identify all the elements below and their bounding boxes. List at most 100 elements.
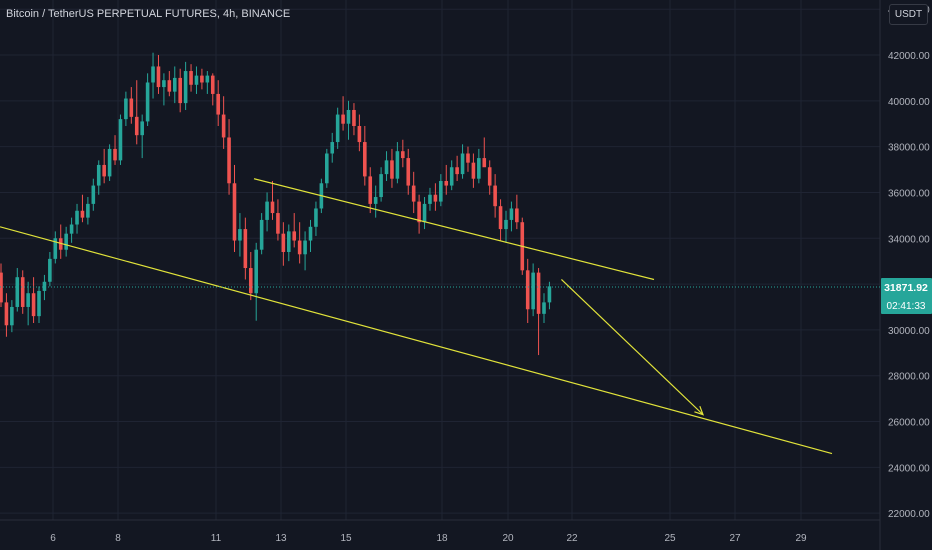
candle-body	[232, 183, 237, 241]
last-price-value: 31871.92	[884, 282, 928, 294]
y-tick-label: 22000.00	[888, 509, 930, 520]
candle-body	[200, 75, 204, 83]
y-tick-label: 42000.00	[888, 51, 930, 62]
symbol-title: Bitcoin / TetherUS PERPETUAL FUTURES, 4h…	[6, 8, 291, 20]
x-tick-label: 20	[502, 533, 514, 544]
candle-body	[330, 142, 335, 154]
candle-body	[58, 238, 63, 250]
candle-body	[547, 286, 552, 303]
x-tick-label: 15	[340, 533, 352, 544]
trendlines	[0, 178, 833, 455]
y-tick-label: 26000.00	[888, 418, 930, 429]
candle-body	[156, 66, 161, 88]
candle-body	[64, 233, 68, 250]
candle-body	[368, 176, 373, 204]
x-tick-label: 27	[729, 533, 741, 544]
candle-body	[482, 158, 487, 168]
candle-body	[4, 302, 9, 326]
candle-body	[314, 208, 318, 227]
candle-body	[281, 233, 286, 252]
candle-body	[248, 268, 253, 294]
candle-body	[178, 77, 182, 104]
x-tick-label: 11	[211, 533, 222, 544]
candle-body	[292, 231, 297, 241]
y-tick-label: 24000.00	[888, 463, 930, 474]
candle-body	[455, 167, 459, 175]
candle-body	[509, 208, 514, 220]
candle-body	[357, 126, 362, 143]
candle-body	[428, 194, 432, 204]
candle-body	[194, 75, 199, 85]
y-tick-label: 28000.00	[888, 372, 930, 383]
candle-body	[216, 93, 220, 115]
candle-body	[536, 272, 541, 314]
candle-body	[31, 293, 36, 317]
candle-body	[286, 231, 291, 252]
projection-arrow-line	[561, 279, 704, 416]
candle-body	[493, 185, 497, 207]
y-tick-label: 34000.00	[888, 234, 930, 245]
trendline	[253, 178, 655, 281]
y-tick-label: 30000.00	[888, 326, 930, 337]
y-tick-label: 40000.00	[888, 97, 930, 108]
candle-body	[162, 80, 166, 88]
candle-body	[276, 213, 280, 234]
candle-body	[238, 229, 242, 241]
x-tick-label: 22	[566, 533, 578, 544]
candle-body	[118, 119, 123, 161]
candle-body	[37, 290, 41, 317]
bar-countdown: 02:41:33	[887, 301, 926, 312]
candle-body	[439, 180, 443, 202]
candle-body	[172, 77, 177, 92]
candle-body	[134, 116, 139, 136]
candle-body	[254, 249, 259, 294]
candle-body	[515, 208, 519, 223]
candle-body	[542, 302, 546, 314]
time-axis[interactable]: 6 8 11 13 15 18 20 22 25 27 29	[50, 533, 807, 544]
candle-body	[124, 98, 128, 120]
candle-body	[444, 180, 449, 186]
y-tick-label: 36000.00	[888, 188, 930, 199]
candles	[0, 52, 552, 356]
candle-body	[270, 201, 275, 214]
candle-body	[0, 272, 3, 303]
candle-body	[15, 277, 20, 307]
candle-body	[75, 210, 79, 225]
candle-body	[227, 137, 231, 184]
candle-body	[140, 121, 144, 136]
candle-body	[466, 153, 470, 163]
candle-body	[243, 229, 248, 269]
candle-body	[460, 153, 465, 175]
candle-body	[107, 148, 112, 177]
candle-body	[401, 151, 405, 159]
candle-body	[303, 240, 307, 255]
candle-body	[346, 109, 351, 124]
y-tick-label: 38000.00	[888, 143, 930, 154]
candle-body	[183, 71, 188, 104]
arrow-head-icon	[694, 405, 704, 416]
x-tick-label: 29	[795, 533, 807, 544]
candle-body	[113, 148, 117, 161]
candle-body	[498, 206, 503, 230]
price-labels: 31871.92 02:41:33	[0, 277, 932, 314]
candle-body	[210, 75, 215, 94]
x-tick-label: 18	[436, 533, 448, 544]
candle-body	[189, 71, 193, 85]
candle-body	[259, 219, 264, 250]
candle-body	[151, 66, 155, 83]
candle-body	[471, 162, 476, 179]
currency-unit-button[interactable]: USDT	[889, 4, 928, 25]
candle-body	[80, 210, 85, 218]
grid	[0, 0, 881, 550]
candle-body	[167, 80, 172, 92]
candle-body	[221, 114, 226, 138]
candle-body	[525, 270, 530, 310]
candle-body	[325, 153, 329, 184]
price-axis[interactable]: 22000.00 24000.00 26000.00 28000.00 30000.00…	[888, 5, 930, 520]
candle-body	[411, 185, 416, 202]
last-price-badge	[881, 277, 932, 314]
x-tick-label: 13	[275, 533, 287, 544]
candle-body	[86, 203, 90, 218]
candle-body	[433, 194, 438, 202]
